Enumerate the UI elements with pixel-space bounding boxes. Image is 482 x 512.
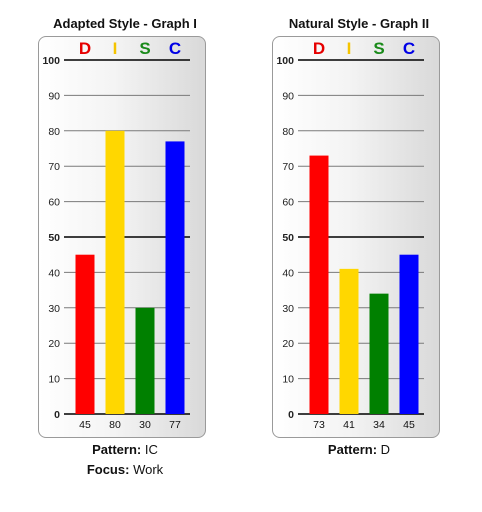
footer-label: Pattern:	[92, 442, 142, 457]
value-label: 30	[139, 419, 151, 431]
adapted-style-panel: Adapted Style - Graph I 0 10 20 30 40 50 60 70 8…	[38, 0, 258, 500]
value-label: 34	[373, 419, 385, 431]
y-tick-label: 40	[282, 267, 294, 279]
y-tick-label: 80	[282, 126, 294, 138]
y-tick-label: 60	[48, 197, 60, 209]
footer-pattern: Pattern: D	[234, 442, 482, 457]
category-label-d: D	[79, 39, 91, 58]
footer-value: IC	[144, 442, 158, 457]
chart-title: Natural Style - Graph II	[288, 16, 430, 31]
bar-c	[399, 254, 419, 414]
value-label: 80	[109, 419, 121, 431]
y-tick-label: 30	[48, 303, 60, 315]
category-label-s: S	[139, 39, 150, 58]
bar-i	[339, 268, 359, 414]
bar-s	[369, 293, 389, 414]
bar-c	[165, 141, 185, 415]
adapted-style-bar-chart: 0 10 20 30 40 50 60 70 80 90 100 D I S C 45 80 30 77	[42, 39, 190, 431]
bar-d	[309, 155, 329, 414]
y-tick-label: 10	[282, 374, 294, 386]
y-tick-label: 50	[282, 232, 294, 244]
footer-label: Pattern:	[327, 442, 378, 457]
bar-s	[135, 307, 155, 414]
y-tick-label: 60	[282, 197, 294, 209]
y-tick-label: 50	[48, 232, 60, 244]
category-label-i: I	[347, 39, 352, 58]
bar-i	[105, 130, 125, 415]
y-tick-label: 10	[48, 374, 60, 386]
y-tick-label: 90	[48, 90, 60, 102]
category-label-d: D	[313, 39, 325, 58]
category-label-c: C	[403, 39, 415, 58]
natural-style-bar-chart: 0 10 20 30 40 50 60 70 80 90 100 D I S C 73 41 34 45	[276, 39, 424, 431]
y-tick-label: 20	[282, 338, 294, 350]
category-label-i: I	[113, 39, 118, 58]
value-label: 77	[169, 419, 181, 431]
y-tick-label: 0	[54, 409, 60, 421]
y-tick-label: 70	[282, 161, 294, 173]
y-tick-label: 20	[48, 338, 60, 350]
bar-d	[75, 254, 95, 414]
footer-value: D	[380, 442, 391, 457]
y-tick-label: 70	[48, 161, 60, 173]
y-tick-label: 40	[48, 267, 60, 279]
footer-focus: Focus: Work	[0, 462, 250, 477]
y-tick-label: 100	[276, 55, 294, 67]
footer-label: Focus:	[86, 462, 130, 477]
footer-value: Work	[133, 462, 164, 477]
y-tick-label: 90	[282, 90, 294, 102]
y-tick-label: 80	[48, 126, 60, 138]
category-label-c: C	[169, 39, 181, 58]
y-tick-label: 30	[282, 303, 294, 315]
chart-title: Adapted Style - Graph I	[53, 16, 197, 31]
value-label: 45	[403, 419, 415, 431]
category-label-s: S	[373, 39, 384, 58]
y-tick-label: 0	[288, 409, 294, 421]
natural-style-panel: Natural Style - Graph II 0 10 20 30 40 50 60 70…	[272, 0, 482, 500]
value-label: 45	[79, 419, 91, 431]
y-tick-label: 100	[42, 55, 60, 67]
value-label: 73	[313, 419, 325, 431]
value-label: 41	[343, 419, 355, 431]
footer-pattern: Pattern: IC	[0, 442, 250, 457]
